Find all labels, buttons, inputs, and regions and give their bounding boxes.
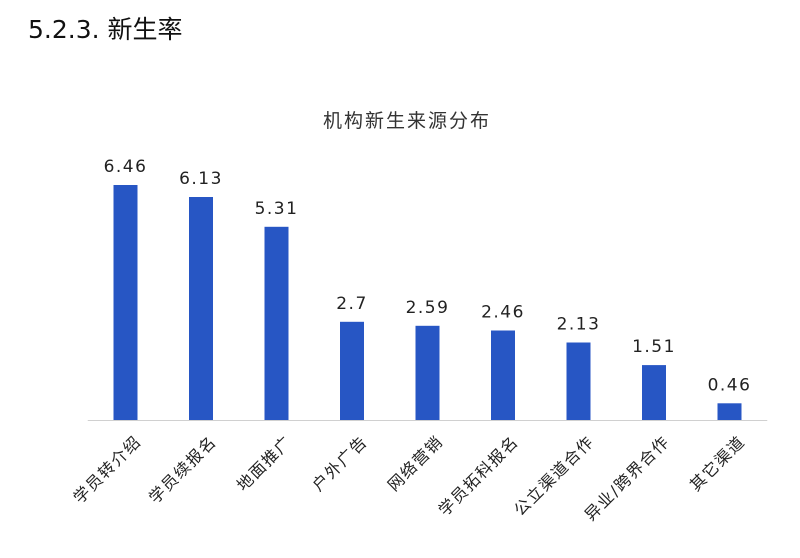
bar-6 [566,342,591,420]
bar-4 [415,325,440,420]
chart-title: 机构新生来源分布 [323,110,491,132]
value-label-4: 2.59 [406,298,450,318]
bar-5 [491,330,515,420]
value-label-1: 6.13 [179,169,223,189]
category-labels-group: 学员转介绍 学员续报名 地面推广 户外广告 网络营销学员拓科报名公立渠道合作异业/跨界合… [69,432,748,525]
category-label-0: 学员转介绍 [69,432,144,507]
category-label-3: 户外广告 [308,432,371,495]
value-label-3: 2.7 [336,294,368,314]
value-label-7: 1.51 [632,337,676,357]
value-label-5: 2.46 [481,303,525,323]
value-label-8: 0.46 [708,375,752,395]
bar-2 [264,226,289,420]
bar-0 [113,185,138,420]
bar-8 [717,403,742,420]
category-label-4: 网络营销 [384,432,447,495]
bar-7 [642,365,666,420]
category-label-1: 学员续报名 [145,432,220,507]
value-label-2: 5.31 [255,199,299,219]
bars-group [113,185,742,420]
category-label-8: 其它渠道 [686,432,749,495]
category-label-2: 地面推广 [233,432,296,495]
bar-1 [189,197,213,420]
section-heading: 5.2.3. 新生率 [28,15,183,44]
value-label-6: 2.13 [557,315,601,335]
bar-3 [340,321,364,420]
value-label-0: 6.46 [104,157,148,177]
value-labels-group: 6.46 6.13 5.31 2.7 2.59 2.46 2.13 1.51 0.46 [104,157,752,395]
